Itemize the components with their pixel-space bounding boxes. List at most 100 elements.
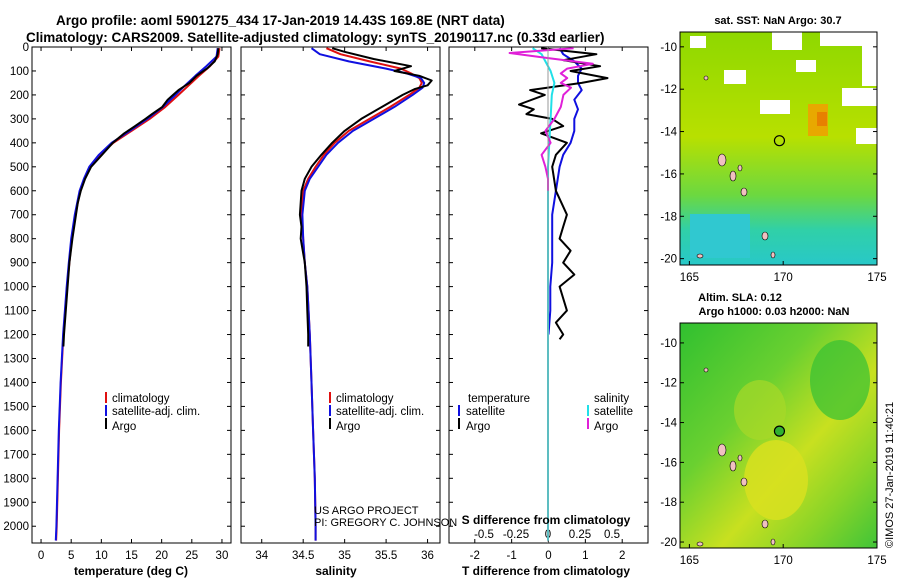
y-tick-label: 700 bbox=[10, 210, 29, 222]
temp-argo-diff-line bbox=[518, 47, 609, 340]
sla-map-title-line2: Argo h1000: 0.03 h2000: NaN bbox=[698, 306, 849, 318]
island-shape bbox=[717, 153, 727, 167]
x-top-tick-label: -0.25 bbox=[503, 529, 529, 541]
x-tick-label: 5 bbox=[68, 550, 74, 562]
sla-low-patch bbox=[810, 340, 870, 420]
pi-credit: PI: GREGORY C. JOHNSON bbox=[314, 517, 457, 529]
legend-label-sal-satellite: satellite bbox=[594, 406, 633, 418]
y-tick-label: 1300 bbox=[3, 353, 29, 365]
temperature-xlabel: temperature (deg C) bbox=[74, 564, 188, 578]
sla-map-frame bbox=[679, 322, 878, 549]
lat-tick-label: -14 bbox=[660, 418, 677, 430]
difference-xlabel-bottom: T difference from climatology bbox=[462, 564, 630, 578]
difference-legend: temperature satellite Argo salinity sate… bbox=[458, 393, 633, 433]
sst-missing-patch bbox=[862, 46, 877, 86]
lon-tick-label: 170 bbox=[774, 555, 793, 567]
lat-tick-label: -18 bbox=[660, 497, 677, 509]
lat-tick-label: -10 bbox=[660, 338, 677, 350]
figure-title-line2: Climatology: CARS2009. Satellite-adjuste… bbox=[26, 30, 604, 45]
y-tick-label: 1600 bbox=[3, 425, 29, 437]
legend-label-temp-argo: Argo bbox=[466, 421, 490, 433]
sla-high-patch bbox=[734, 380, 786, 440]
x-tick-label: 36 bbox=[421, 550, 434, 562]
y-tick-label: 1200 bbox=[3, 330, 29, 342]
x-tick-label: 35.5 bbox=[375, 550, 397, 562]
x-tick-label: 0 bbox=[38, 550, 44, 562]
sst-cold-patch bbox=[690, 214, 750, 258]
y-tick-label: 1100 bbox=[4, 306, 29, 318]
island-shape bbox=[696, 253, 704, 259]
y-tick-label: 900 bbox=[10, 258, 29, 270]
legend-label-sal-argo: Argo bbox=[594, 421, 618, 433]
sla-map bbox=[679, 322, 878, 549]
lat-tick-label: -16 bbox=[660, 169, 677, 181]
lat-tick-label: -12 bbox=[660, 378, 677, 390]
difference-series bbox=[508, 47, 609, 541]
y-tick-label: 300 bbox=[10, 114, 29, 126]
x-tick-label: 20 bbox=[155, 550, 168, 562]
temperature-series bbox=[54, 48, 221, 541]
legend-title-salinity: salinity bbox=[594, 393, 629, 405]
sst-profile-location-marker bbox=[773, 135, 786, 147]
x-tick-label: -1 bbox=[507, 550, 517, 562]
salinity-axis-ticks: 34 34.5 35 35.5 36 bbox=[241, 46, 440, 562]
x-top-tick-label: 0.25 bbox=[569, 529, 591, 541]
x-tick-label: 10 bbox=[95, 550, 108, 562]
sla-profile-location-marker bbox=[773, 425, 786, 437]
legend-label-temp-satellite: satellite bbox=[466, 406, 505, 418]
sla-high-patch bbox=[744, 440, 808, 520]
x-tick-label: 15 bbox=[125, 550, 138, 562]
island-shape bbox=[770, 538, 776, 546]
sst-missing-patch bbox=[772, 32, 802, 50]
island-shape bbox=[729, 170, 737, 182]
y-tick-label: 200 bbox=[10, 90, 29, 102]
island-shape bbox=[761, 519, 769, 529]
legend-label-argo: Argo bbox=[112, 421, 136, 433]
island-shape bbox=[770, 251, 776, 259]
y-tick-label: 600 bbox=[10, 186, 29, 198]
sst-missing-patch bbox=[760, 100, 790, 114]
y-tick-label: 1800 bbox=[3, 473, 29, 485]
legend-title-temperature: temperature bbox=[468, 393, 530, 405]
island-shape bbox=[717, 443, 727, 457]
x-tick-label: 0 bbox=[545, 550, 551, 562]
y-tick-label: 0 bbox=[23, 42, 29, 54]
island-shape bbox=[703, 367, 709, 373]
legend-label-argo: Argo bbox=[336, 421, 360, 433]
x-tick-label: 2 bbox=[619, 550, 625, 562]
y-tick-label: 2000 bbox=[3, 521, 29, 533]
sst-missing-patch bbox=[820, 32, 877, 46]
lat-tick-label: -20 bbox=[660, 254, 677, 266]
temp-satellite-diff-line bbox=[547, 47, 583, 335]
salinity-legend: climatology satellite-adj. clim. Argo bbox=[329, 392, 424, 433]
island-shape bbox=[696, 541, 704, 547]
imos-credit: ©IMOS 27-Jan-2019 11:40:21 bbox=[884, 402, 896, 548]
temperature-legend: climatology satellite-adj. clim. Argo bbox=[105, 392, 200, 433]
sst-warm-patch bbox=[817, 112, 827, 126]
y-tick-label: 1900 bbox=[3, 497, 29, 509]
argo-line bbox=[62, 48, 220, 347]
project-credit: US ARGO PROJECT bbox=[314, 505, 419, 517]
lat-tick-label: -18 bbox=[660, 211, 677, 223]
lat-tick-label: -12 bbox=[660, 84, 677, 96]
y-tick-label: 400 bbox=[10, 138, 29, 150]
temperature-panel-frame bbox=[31, 46, 232, 544]
lon-tick-label: 175 bbox=[867, 272, 886, 284]
figure-title-line1: Argo profile: aoml 5901275_434 17-Jan-20… bbox=[56, 13, 505, 28]
sst-missing-patch bbox=[724, 70, 746, 84]
climatology-line bbox=[300, 47, 423, 541]
temperature-axis-ticks: 0100200300400500600700800900100011001200… bbox=[3, 42, 231, 562]
salinity-series bbox=[298, 47, 433, 541]
y-tick-label: 500 bbox=[10, 162, 29, 174]
sst-missing-patch bbox=[796, 60, 816, 72]
sal-argo-diff-line bbox=[508, 47, 594, 191]
lon-tick-label: 170 bbox=[774, 272, 793, 284]
lon-tick-label: 165 bbox=[680, 272, 699, 284]
x-tick-label: 35 bbox=[338, 550, 351, 562]
x-tick-label: -2 bbox=[470, 550, 480, 562]
x-tick-label: 1 bbox=[582, 550, 588, 562]
x-top-tick-label: -0.5 bbox=[474, 529, 494, 541]
y-tick-label: 1500 bbox=[3, 401, 29, 413]
sst-map-title: sat. SST: NaN Argo: 30.7 bbox=[714, 15, 841, 27]
